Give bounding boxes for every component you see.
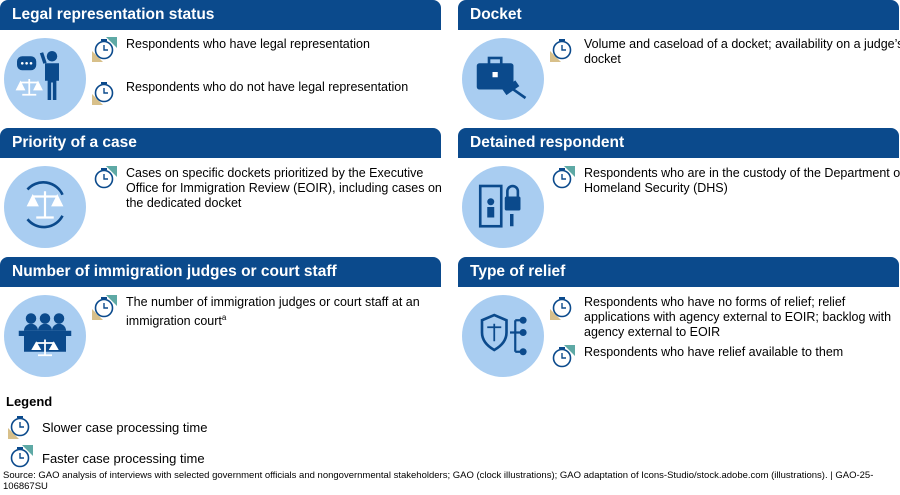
legend: Legend Slower case processing time Faste… bbox=[6, 394, 207, 471]
panel-briefcase-gavel: Docket bbox=[458, 0, 899, 30]
factor-text: Respondents who are in the custody of th… bbox=[584, 166, 900, 195]
shield-scales-network-illustration bbox=[462, 295, 544, 377]
factor-text: Cases on specific dockets prioritized by… bbox=[126, 166, 442, 210]
lawyer-speech-scales-illustration bbox=[4, 38, 86, 120]
clock-faster-icon bbox=[10, 445, 33, 468]
person-lock-icon bbox=[478, 184, 521, 228]
panel-header: Type of relief bbox=[458, 257, 899, 287]
factor-item: The number of immigration judges or cour… bbox=[90, 295, 446, 329]
panel-header: Priority of a case bbox=[0, 128, 441, 158]
factor-item: Respondents who are in the custody of th… bbox=[548, 166, 900, 196]
footnote-marker: a bbox=[221, 313, 227, 322]
legend-slower-label: Slower case processing time bbox=[42, 419, 208, 435]
clock-slower-icon bbox=[8, 416, 30, 439]
clock-faster-icon bbox=[552, 166, 575, 189]
panel-header: Legal representation status bbox=[0, 0, 441, 30]
judges-bench-illustration bbox=[4, 295, 86, 377]
factor-text: Respondents who have no forms of relief;… bbox=[584, 295, 892, 339]
factor-text: Respondents who have relief available to… bbox=[584, 345, 844, 359]
scales-cycle-icon bbox=[26, 181, 64, 229]
panel-header: Docket bbox=[458, 0, 899, 30]
judges-bench-icon bbox=[18, 313, 72, 357]
clock-slower-icon bbox=[550, 297, 572, 320]
factor-text: The number of immigration judges or cour… bbox=[126, 295, 420, 329]
factor-text: Respondents who have legal representatio… bbox=[126, 37, 370, 51]
legend-slower: Slower case processing time bbox=[6, 414, 207, 440]
factor-item: Volume and caseload of a docket; availab… bbox=[548, 37, 900, 67]
source-note: Source: GAO analysis of interviews with … bbox=[3, 470, 874, 492]
briefcase-gavel-icon bbox=[476, 56, 527, 100]
briefcase-gavel-illustration bbox=[462, 38, 544, 120]
factor-item: Respondents who have relief available to… bbox=[548, 345, 900, 371]
clock-slower-icon bbox=[550, 39, 572, 62]
panel-scales-cycle: Priority of a case bbox=[0, 128, 441, 158]
factor-text: Volume and caseload of a docket; availab… bbox=[584, 37, 900, 66]
factor-item: Respondents who have legal representatio… bbox=[90, 37, 446, 63]
clock-faster-icon bbox=[94, 166, 117, 189]
panel-judges-bench: Number of immigration judges or court st… bbox=[0, 257, 441, 287]
factor-item: Respondents who do not have legal repres… bbox=[90, 80, 446, 106]
panel-person-lock: Detained respondent bbox=[458, 128, 899, 158]
legend-faster: Faster case processing time bbox=[6, 445, 207, 471]
panel-header: Number of immigration judges or court st… bbox=[0, 257, 441, 287]
factor-text: Respondents who do not have legal repres… bbox=[126, 80, 409, 94]
clock-faster-icon bbox=[552, 345, 575, 368]
legend-title: Legend bbox=[6, 394, 53, 409]
panel-shield-scales-network: Type of relief bbox=[458, 257, 899, 287]
panel-header: Detained respondent bbox=[458, 128, 899, 158]
factor-item: Respondents who have no forms of relief;… bbox=[548, 295, 900, 340]
shield-scales-network-icon bbox=[480, 313, 527, 356]
clock-mixed-icon bbox=[92, 295, 117, 320]
person-lock-illustration bbox=[462, 166, 544, 248]
factor-item: Cases on specific dockets prioritized by… bbox=[90, 166, 446, 211]
scales-cycle-illustration bbox=[4, 166, 86, 248]
legend-faster-label: Faster case processing time bbox=[42, 450, 205, 466]
panel-lawyer-speech-scales: Legal representation status bbox=[0, 0, 441, 30]
clock-mixed-icon bbox=[92, 37, 117, 62]
lawyer-speech-scales-icon bbox=[15, 51, 59, 100]
clock-slower-icon bbox=[92, 82, 114, 105]
